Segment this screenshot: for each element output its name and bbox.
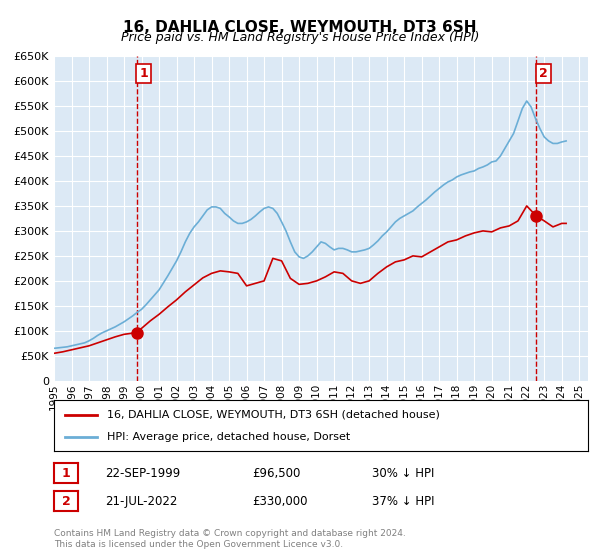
Text: £330,000: £330,000 — [252, 494, 308, 508]
Text: 22-SEP-1999: 22-SEP-1999 — [105, 466, 180, 480]
Text: £96,500: £96,500 — [252, 466, 301, 480]
Text: HPI: Average price, detached house, Dorset: HPI: Average price, detached house, Dors… — [107, 432, 350, 442]
Text: 1: 1 — [139, 67, 148, 81]
Text: 2: 2 — [62, 494, 70, 508]
Text: 16, DAHLIA CLOSE, WEYMOUTH, DT3 6SH (detached house): 16, DAHLIA CLOSE, WEYMOUTH, DT3 6SH (det… — [107, 409, 440, 419]
Text: 30% ↓ HPI: 30% ↓ HPI — [372, 466, 434, 480]
Text: 37% ↓ HPI: 37% ↓ HPI — [372, 494, 434, 508]
Text: 21-JUL-2022: 21-JUL-2022 — [105, 494, 178, 508]
Text: Contains HM Land Registry data © Crown copyright and database right 2024.: Contains HM Land Registry data © Crown c… — [54, 529, 406, 538]
Text: This data is licensed under the Open Government Licence v3.0.: This data is licensed under the Open Gov… — [54, 540, 343, 549]
Text: 1: 1 — [62, 466, 70, 480]
Text: Price paid vs. HM Land Registry's House Price Index (HPI): Price paid vs. HM Land Registry's House … — [121, 31, 479, 44]
Text: 2: 2 — [539, 67, 548, 81]
Text: 16, DAHLIA CLOSE, WEYMOUTH, DT3 6SH: 16, DAHLIA CLOSE, WEYMOUTH, DT3 6SH — [123, 20, 477, 35]
